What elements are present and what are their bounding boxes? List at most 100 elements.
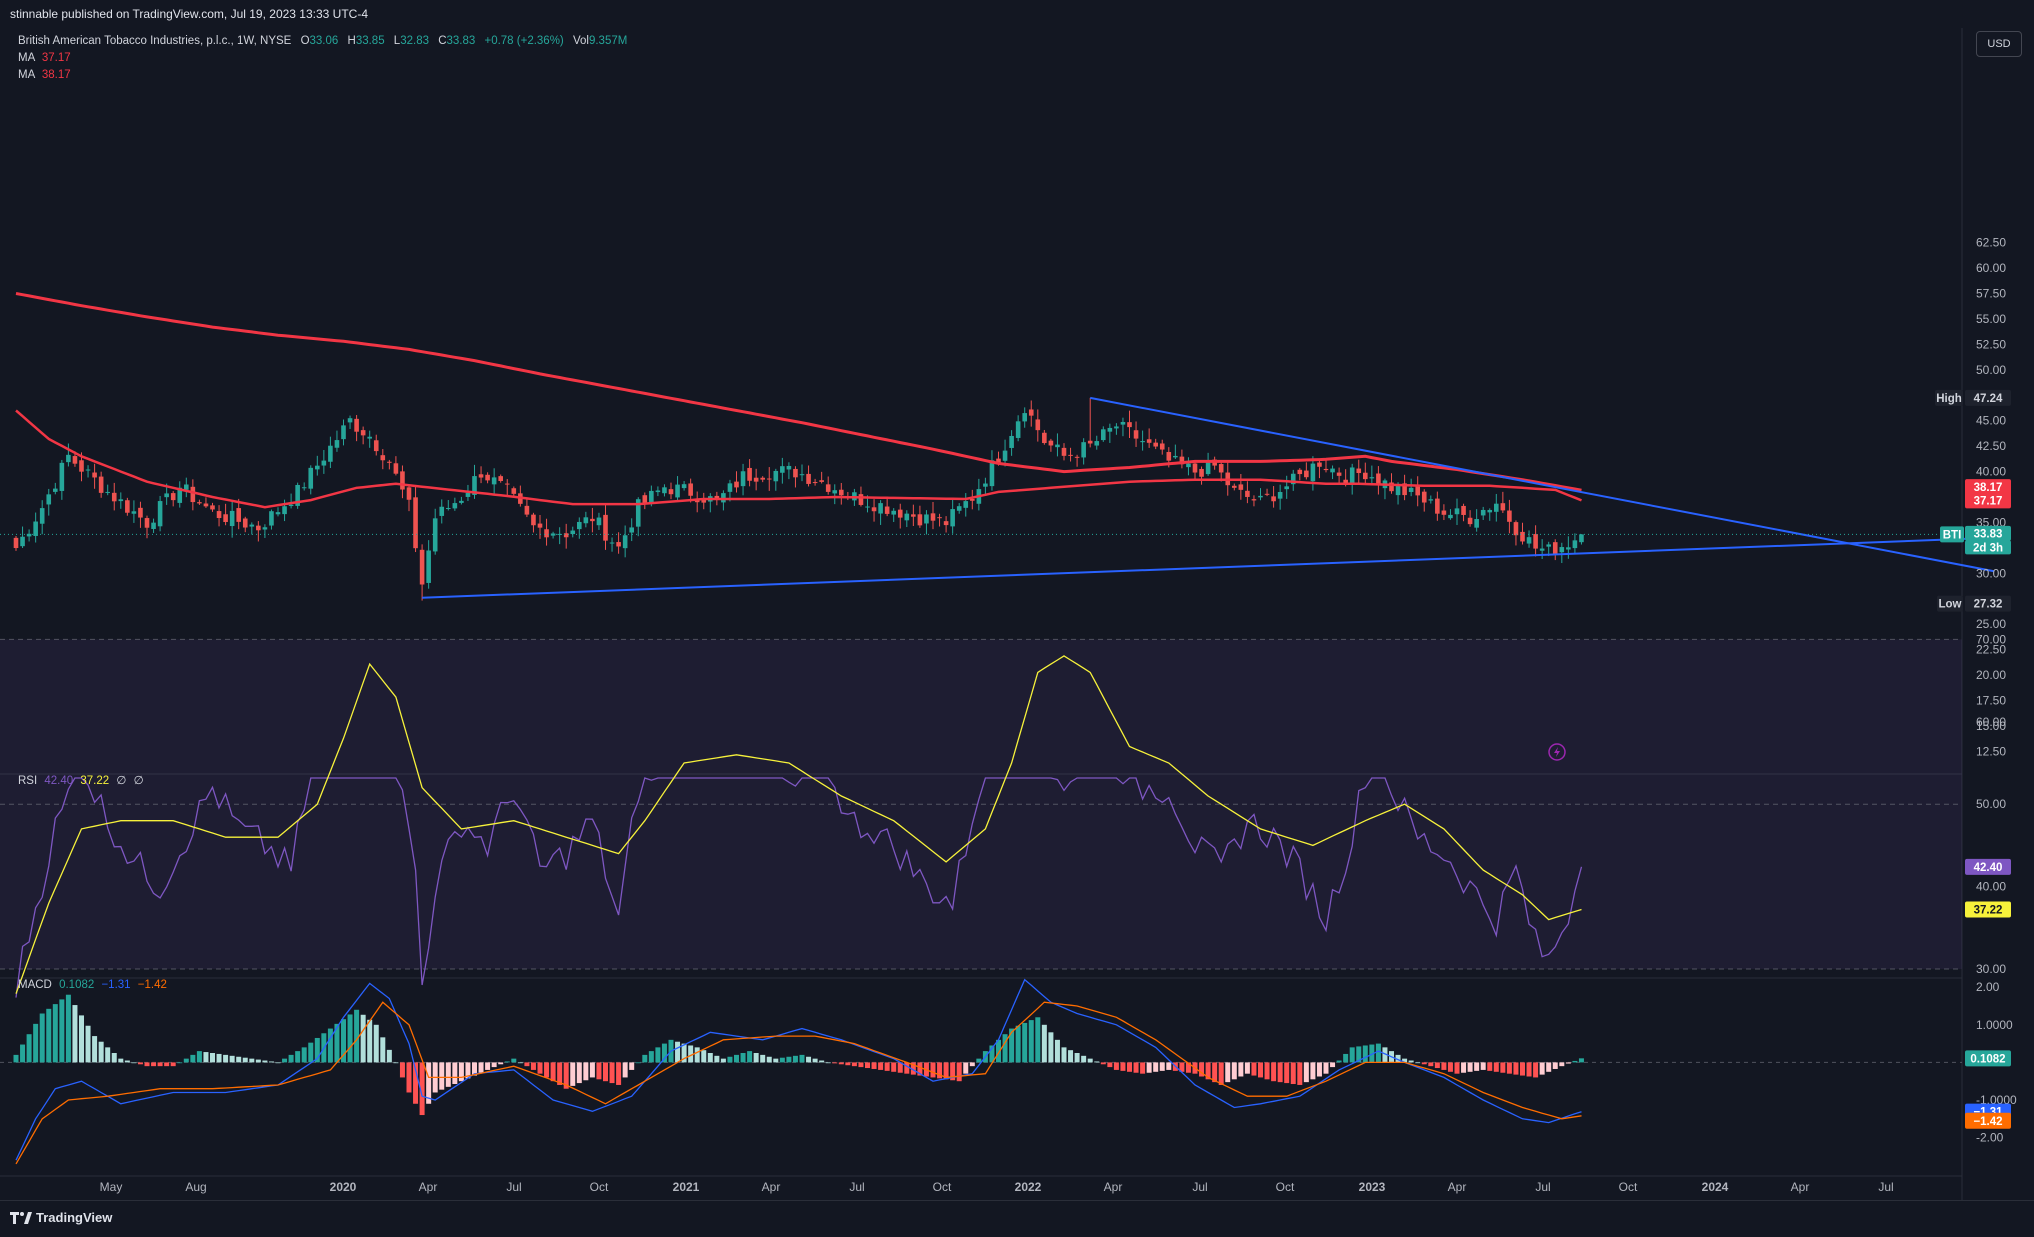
candle-body xyxy=(446,507,451,509)
macd-tick-label: 1.0000 xyxy=(1976,1018,2013,1032)
macd-hist-bar xyxy=(589,1062,595,1078)
candle-body xyxy=(943,521,949,526)
macd-hist-bar xyxy=(806,1056,812,1063)
price-tick-label: 57.50 xyxy=(1976,286,2006,300)
trendline-upper[interactable] xyxy=(1090,396,1995,573)
currency-button[interactable]: USD xyxy=(1976,31,2022,57)
candle-body xyxy=(262,527,268,530)
candle-body xyxy=(203,503,209,507)
price-tick-label: 45.00 xyxy=(1976,414,2006,428)
macd-hist-bar xyxy=(1244,1062,1250,1074)
rsi-ma-value-tag-bg xyxy=(1965,901,2011,918)
candle-body xyxy=(308,467,314,489)
candle-body xyxy=(924,514,929,524)
candle-body xyxy=(1009,435,1014,448)
macd-hist-bar xyxy=(1487,1062,1493,1071)
candle-body xyxy=(1061,447,1067,456)
candle-body xyxy=(858,494,864,505)
macd-hist-bar xyxy=(1284,1062,1290,1084)
macd-hist-bar xyxy=(1513,1062,1519,1075)
macd-hist-bar xyxy=(1251,1062,1257,1076)
chart-svg[interactable]: 62.5060.0057.5055.0052.5050.0047.5045.00… xyxy=(0,28,2034,1200)
macd-hist-bar xyxy=(255,1059,261,1063)
macd-hist-bar xyxy=(1539,1062,1545,1075)
macd-hist-bar xyxy=(236,1056,242,1063)
candle-body xyxy=(681,484,687,489)
candle-body xyxy=(111,492,117,502)
high-tag-label: High xyxy=(1936,393,1962,405)
candle-body xyxy=(688,483,693,496)
ma1-value: 37.17 xyxy=(41,52,71,64)
trendline-lower[interactable] xyxy=(422,536,1995,599)
legend-row-symbol: British American Tobacco Industries, p.l… xyxy=(18,33,627,50)
low-tag-label: Low xyxy=(1939,599,1962,611)
open-value: 33.06 xyxy=(309,35,339,47)
candle-body xyxy=(1343,479,1348,485)
candle-body xyxy=(432,518,438,552)
tradingview-logo[interactable]: TradingView xyxy=(10,1210,112,1225)
candle-body xyxy=(577,521,582,530)
macd-hist-bar xyxy=(878,1062,884,1070)
candle-body xyxy=(380,455,386,461)
macd-hist-bar xyxy=(1015,1025,1021,1063)
price-tick-label: 17.50 xyxy=(1976,694,2006,708)
macd-hist-bar xyxy=(557,1062,563,1085)
candle-body xyxy=(1566,547,1571,550)
macd-hist-bar xyxy=(524,1062,530,1067)
time-tick-label: Aug xyxy=(185,1180,206,1194)
candle-body xyxy=(20,536,25,547)
macd-hist-bar xyxy=(773,1058,779,1063)
candle-body xyxy=(229,510,235,527)
macd-hist-bar xyxy=(1578,1058,1584,1063)
price-tick-label: 12.50 xyxy=(1976,744,2006,758)
macd-hist-bar xyxy=(144,1062,150,1067)
macd-hist-bar xyxy=(203,1052,209,1063)
candle-body xyxy=(184,484,189,490)
macd-hist-bar xyxy=(98,1041,104,1063)
macd-hist-bar xyxy=(1185,1062,1191,1073)
candle-body xyxy=(1232,485,1237,488)
candle-body xyxy=(1042,432,1047,444)
price-tick-label: 40.00 xyxy=(1976,465,2006,479)
candle-body xyxy=(1336,472,1342,476)
macd-hist-bar xyxy=(1061,1047,1067,1063)
macd-hist-bar xyxy=(334,1023,340,1063)
macd-hist-bar xyxy=(727,1056,733,1063)
candle-body xyxy=(1199,468,1204,477)
candle-body xyxy=(334,440,340,448)
macd-hist-bar xyxy=(734,1054,739,1063)
ma2-label: MA xyxy=(18,69,35,81)
macd-hist-bar xyxy=(1441,1062,1447,1070)
macd-hist-bar xyxy=(1264,1062,1270,1080)
macd-hist-bar xyxy=(1565,1062,1571,1064)
candle-body xyxy=(1526,537,1532,544)
price-tick-label: 62.50 xyxy=(1976,236,2006,250)
candle-body xyxy=(177,487,183,503)
candle-body xyxy=(917,514,923,526)
low-tag-value-bg xyxy=(1965,595,2011,612)
macd-hist-bar xyxy=(151,1062,157,1067)
low-tag-label-bg xyxy=(1937,595,1963,612)
macd-hist-bar xyxy=(1336,1060,1342,1063)
macd-hist-bar xyxy=(1231,1062,1237,1080)
candle-body xyxy=(1349,467,1355,484)
macd-hist-bar xyxy=(1415,1062,1421,1064)
macd-hist-bar xyxy=(832,1062,838,1064)
rsi-ma-value-tag: 37.22 xyxy=(1974,905,2003,917)
macd-hist-bar xyxy=(137,1062,143,1065)
macd-hist-bar xyxy=(85,1025,91,1063)
candle-body xyxy=(655,490,661,493)
macd-hist-bar xyxy=(1009,1028,1015,1063)
macd-hist-bar xyxy=(301,1047,307,1063)
candle-body xyxy=(963,501,969,508)
candle-body xyxy=(1572,540,1578,549)
macd-hist-bar xyxy=(681,1043,687,1063)
macd-hist-bar xyxy=(825,1062,831,1064)
ma-short-tag: 37.17 xyxy=(1974,495,2003,507)
time-axis[interactable]: May Aug 2020 Apr Jul Oct 2021 Apr Jul Oct 2022 Apr J… xyxy=(100,1180,1894,1194)
lightning-icon[interactable] xyxy=(1548,743,1566,761)
candle-body xyxy=(1467,517,1473,525)
candle-body xyxy=(1441,510,1447,515)
candle-body xyxy=(714,495,720,499)
macd-hist-bar xyxy=(760,1054,766,1063)
